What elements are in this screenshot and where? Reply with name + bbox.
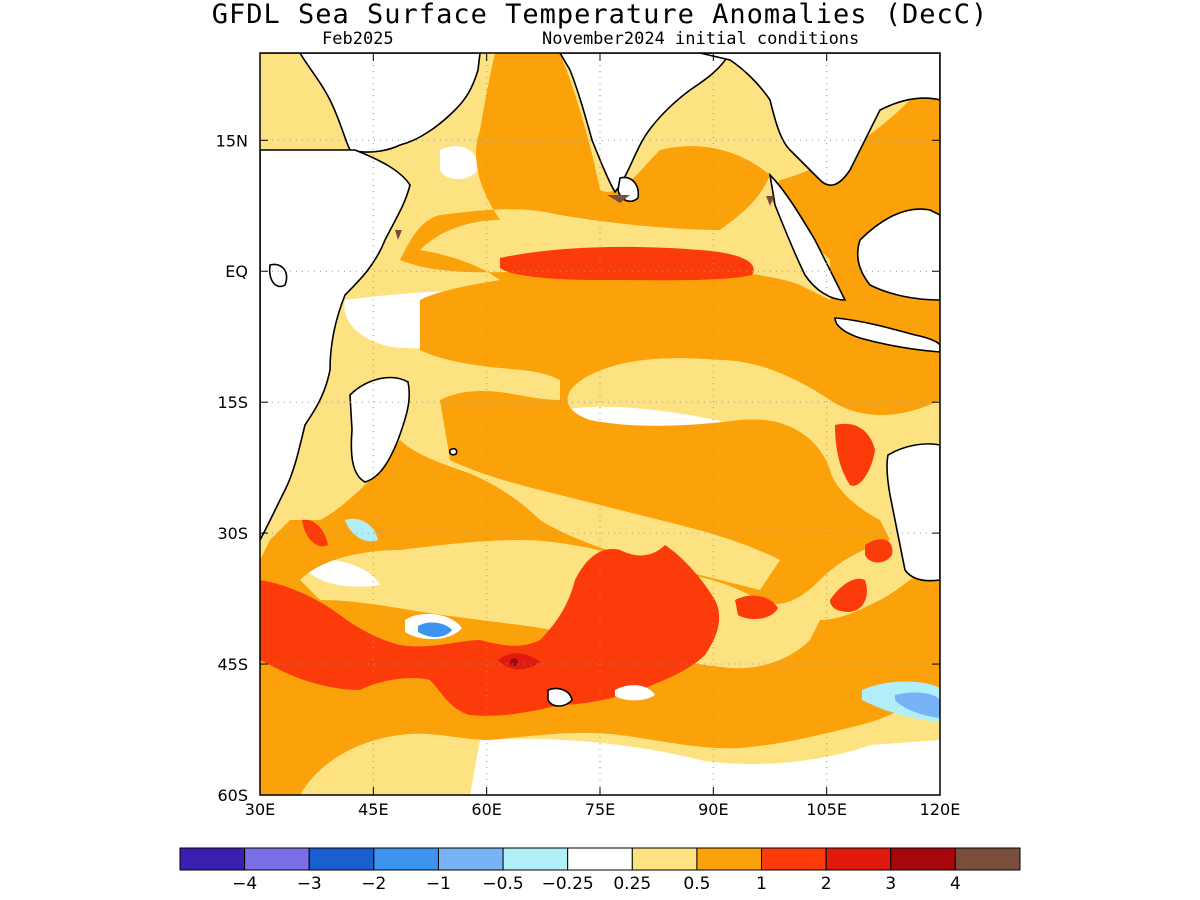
lon-tick-label: 30E — [245, 800, 275, 819]
color-swatch — [244, 847, 310, 871]
near-zero-region — [440, 146, 479, 179]
color-scale-label: −0.5 — [482, 874, 523, 894]
color-scale-label: 3 — [885, 874, 896, 894]
color-swatch — [502, 847, 569, 871]
color-scale-label: 1 — [756, 874, 767, 894]
lat-tick-label: 60S — [217, 786, 248, 805]
color-swatch — [825, 847, 892, 871]
southeast-asia-landmass — [699, 53, 940, 186]
color-swatch — [631, 847, 698, 871]
kerguelen-islands — [547, 687, 573, 707]
very-strong-anomaly-region — [498, 653, 540, 670]
color-swatch — [696, 847, 763, 871]
cool-anomaly-spot — [418, 622, 452, 637]
initial-conditions-label: November2024 initial conditions — [542, 29, 860, 49]
color-scale-label: −0.25 — [542, 874, 594, 894]
extreme-anomaly-spot — [607, 195, 630, 203]
forecast-month-label: Feb2025 — [322, 29, 394, 49]
lon-tick-label: 45E — [358, 800, 388, 819]
color-swatch — [890, 847, 956, 871]
strong-anomaly-region — [830, 578, 867, 612]
lat-tick-label: 30S — [217, 524, 248, 543]
strong-anomaly-region — [500, 246, 754, 281]
madagascar — [349, 376, 411, 483]
mauritius-island — [449, 447, 458, 456]
strong-anomaly-region — [735, 595, 778, 620]
extreme-anomaly-spot — [766, 196, 774, 206]
color-scale-label: 2 — [821, 874, 832, 894]
arabia-landmass — [260, 53, 481, 153]
africa-landmass — [260, 149, 411, 541]
australia-landmass — [886, 443, 940, 582]
grid-lines — [260, 53, 940, 795]
strong-anomaly-region — [865, 539, 893, 563]
borneo — [856, 208, 940, 301]
near-zero-region — [615, 685, 655, 701]
cool-anomaly-spot — [895, 692, 940, 718]
lon-tick-label: 105E — [806, 800, 847, 819]
strong-anomaly-region — [260, 545, 720, 716]
color-swatch — [761, 847, 827, 871]
lon-tick-label: 90E — [698, 800, 728, 819]
map-title: GFDL Sea Surface Temperature Anomalies (… — [211, 0, 989, 30]
lon-tick-label: 75E — [585, 800, 615, 819]
lon-tick-label: 120E — [920, 800, 961, 819]
color-swatch — [179, 847, 246, 871]
lat-tick-label: EQ — [225, 262, 248, 281]
color-scale-label: −1 — [426, 874, 451, 894]
sumatra — [768, 172, 847, 301]
color-scale-label: −2 — [361, 874, 386, 894]
color-swatch — [567, 847, 633, 871]
color-scale-label: −4 — [232, 874, 257, 894]
india-landmass — [559, 53, 731, 194]
lon-tick-label: 60E — [471, 800, 501, 819]
extreme-anomaly-spot — [510, 658, 518, 666]
strong-anomaly-region — [835, 423, 875, 486]
color-scale-bar: −4 −3 −2 −1 −0.5 −0.25 0.25 0.5 1 2 3 4 — [179, 847, 1021, 894]
color-scale-label: 0.25 — [613, 874, 651, 894]
warm-anomaly-region — [260, 53, 940, 795]
lat-tick-label: 15N — [216, 131, 248, 150]
lake-victoria — [268, 263, 288, 288]
color-swatch — [954, 847, 1021, 871]
color-swatch — [308, 847, 375, 871]
lat-tick-label: 15S — [217, 393, 248, 412]
color-swatch — [437, 847, 504, 871]
land-masses — [260, 53, 940, 707]
color-scale-label: 0.5 — [683, 874, 710, 894]
color-scale-label: 4 — [950, 874, 961, 894]
lat-tick-label: 45S — [217, 655, 248, 674]
java — [834, 317, 940, 353]
near-zero-region — [470, 738, 940, 795]
cool-anomaly-spot — [345, 518, 378, 542]
extreme-anomaly-spot — [395, 230, 402, 240]
color-swatch — [373, 847, 439, 871]
color-scale-label: −3 — [297, 874, 322, 894]
